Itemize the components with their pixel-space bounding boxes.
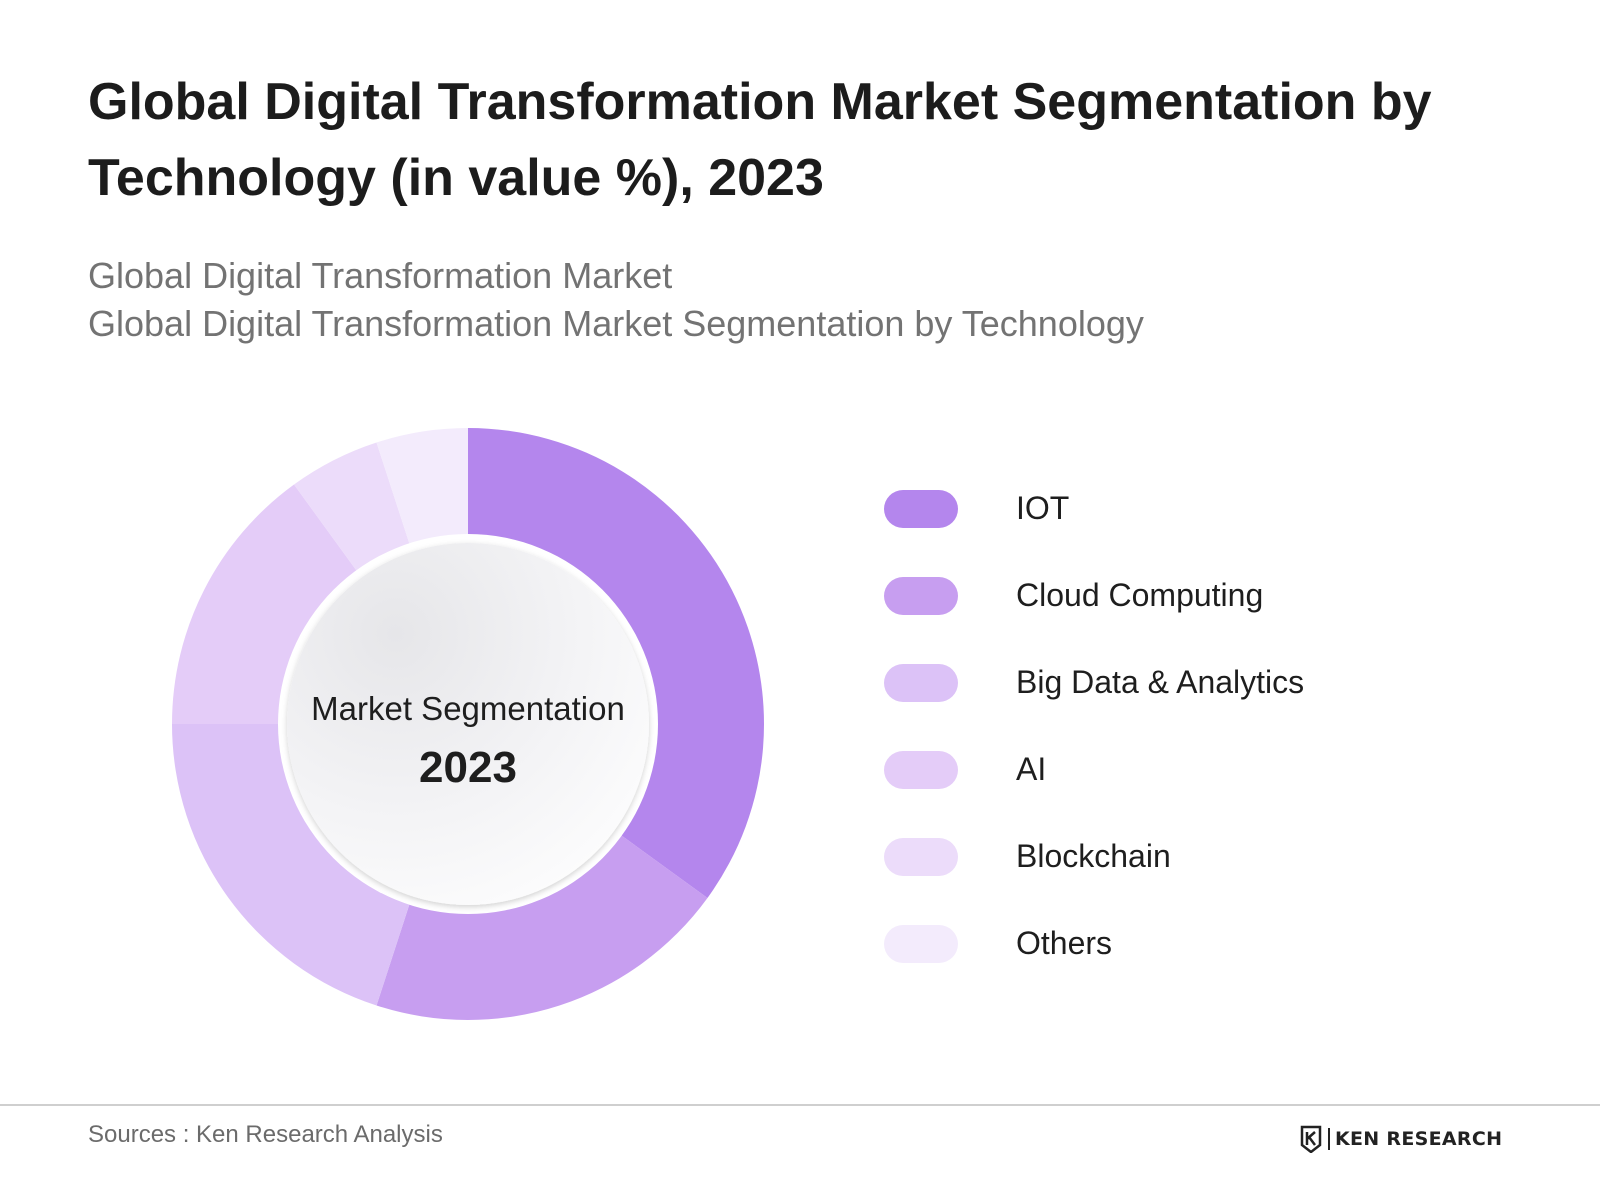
footer-divider [0, 1104, 1600, 1106]
legend-item-iot: IOT [884, 488, 1544, 575]
ken-research-logo: KEN RESEARCH [1300, 1124, 1502, 1154]
donut-slice-ai [172, 484, 360, 724]
chart-legend: IOT Cloud Computing Big Data & Analytics AI… [884, 488, 1544, 1010]
donut-center-year: 2023 [419, 743, 517, 792]
legend-swatch-iot [884, 490, 958, 528]
legend-label-blockchain: Blockchain [1016, 838, 1171, 874]
legend-label-iot: IOT [1016, 490, 1070, 526]
legend-item-ai: AI [884, 749, 1544, 836]
donut-slice-blockchain [294, 442, 411, 575]
donut-slice-iot [468, 428, 765, 898]
legend-item-big-data-analytics: Big Data & Analytics [884, 662, 1544, 749]
donut-center-highlight [287, 543, 649, 905]
donut-slice-others [376, 428, 468, 549]
legend-item-others: Others [884, 923, 1544, 1010]
legend-swatch-blockchain [884, 838, 958, 876]
page-title: Global Digital Transformation Market Seg… [88, 73, 1432, 207]
legend-item-cloud-computing: Cloud Computing [884, 575, 1544, 662]
legend-label-cloud-computing: Cloud Computing [1016, 577, 1264, 613]
legend-swatch-cloud-computing [884, 577, 958, 615]
legend-item-blockchain: Blockchain [884, 836, 1544, 923]
legend-swatch-big-data-analytics [884, 664, 958, 702]
ken-research-logo-icon [1300, 1125, 1322, 1153]
legend-label-big-data-analytics: Big Data & Analytics [1016, 664, 1305, 700]
subtitle-line-1: Global Digital Transformation Market [88, 255, 673, 296]
donut-slice-cloud-computing [376, 832, 708, 1021]
legend-label-ai: AI [1016, 751, 1047, 787]
source-note: Sources : Ken Research Analysis [88, 1121, 443, 1148]
ken-research-logo-text: KEN RESEARCH [1328, 1128, 1502, 1150]
legend-swatch-others [884, 925, 958, 963]
legend-label-others: Others [1016, 925, 1113, 961]
legend-swatch-ai [884, 751, 958, 789]
subtitle: Global Digital Transformation Market Glo… [88, 252, 1528, 348]
subtitle-line-2: Global Digital Transformation Market Seg… [88, 303, 1144, 344]
donut-center-label: Market Segmentation [311, 690, 625, 727]
donut-slice-big-data-analytics [172, 724, 411, 1006]
